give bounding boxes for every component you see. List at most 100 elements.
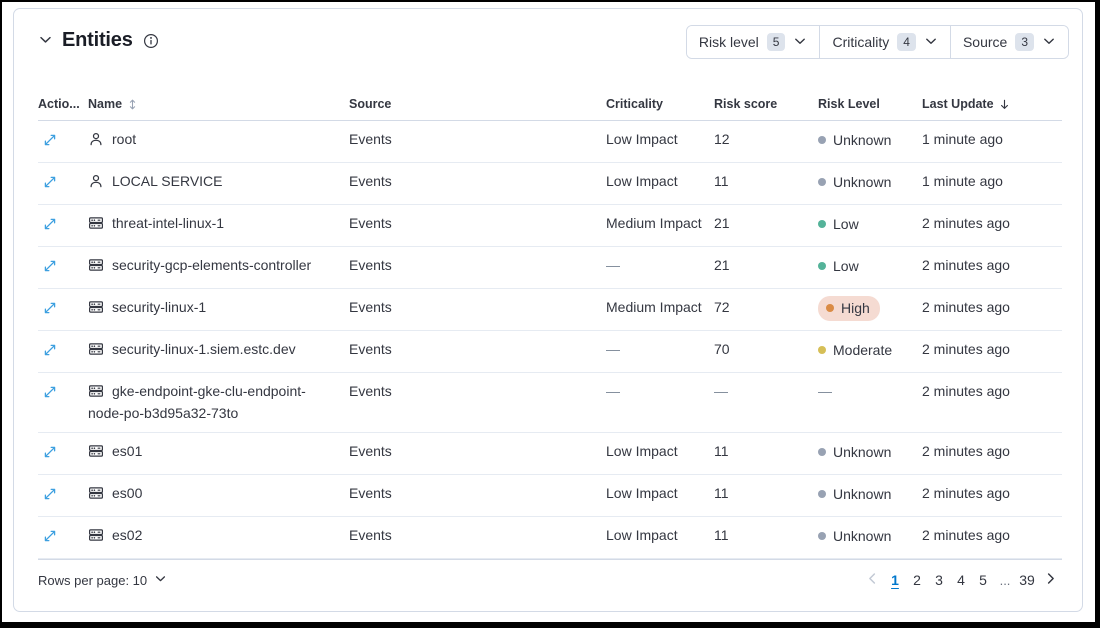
chevron-right-icon	[1043, 571, 1058, 589]
entity-criticality: Low Impact	[606, 443, 678, 459]
expand-entity-button[interactable]	[40, 484, 60, 507]
header-name[interactable]: Name	[88, 97, 349, 111]
risk-level-indicator: Unknown	[818, 131, 891, 150]
rows-per-page-button[interactable]: Rows per page: 10	[38, 572, 167, 588]
expand-entity-button[interactable]	[40, 214, 60, 237]
user-icon	[88, 131, 104, 152]
entity-last-update: 2 minutes ago	[922, 443, 1010, 459]
entity-source: Events	[349, 257, 392, 273]
entity-source: Events	[349, 299, 392, 315]
entity-criticality: —	[606, 383, 620, 399]
arrow-down-icon	[998, 98, 1011, 111]
expand-entity-button[interactable]	[40, 526, 60, 549]
entity-source: Events	[349, 383, 392, 399]
table-row: threat-intel-linux-1 Events Medium Impac…	[38, 205, 1062, 247]
entity-risk-score: 12	[714, 131, 730, 147]
table-row: security-linux-1.siem.estc.dev Events — …	[38, 331, 1062, 373]
page-number-4[interactable]: 4	[950, 568, 972, 592]
risk-dot	[818, 490, 826, 498]
panel-header: Entities Risk level 5 Criticality 4 Sou	[14, 9, 1082, 59]
header-actions: Actio...	[38, 97, 80, 111]
entity-risk-level: —	[818, 383, 832, 399]
entity-source: Events	[349, 131, 392, 147]
header-risk-level: Risk Level	[818, 97, 880, 111]
expand-entity-button[interactable]	[40, 382, 60, 405]
page-number-39[interactable]: 39	[1016, 568, 1038, 592]
expand-entity-button[interactable]	[40, 442, 60, 465]
page-number-2[interactable]: 2	[906, 568, 928, 592]
expand-icon	[42, 342, 58, 361]
risk-level-indicator: Low	[818, 257, 859, 276]
page-number-1[interactable]: 1	[884, 568, 906, 592]
entity-risk-score: —	[714, 383, 728, 399]
entity-name: security-linux-1.siem.estc.dev	[112, 341, 296, 357]
expand-icon	[42, 444, 58, 463]
filter-group: Risk level 5 Criticality 4 Source 3	[685, 25, 1069, 59]
risk-level-indicator: Moderate	[818, 341, 892, 360]
risk-level-indicator: Unknown	[818, 527, 891, 546]
risk-dot	[818, 346, 826, 354]
header-criticality: Criticality	[606, 97, 663, 111]
page-number-3[interactable]: 3	[928, 568, 950, 592]
entity-risk-score: 11	[714, 173, 729, 189]
entity-source: Events	[349, 485, 392, 501]
chevron-down-icon	[1042, 34, 1056, 51]
risk-dot	[818, 262, 826, 270]
table-row: security-gcp-elements-controller Events …	[38, 247, 1062, 289]
next-page-button[interactable]	[1038, 568, 1062, 592]
filter-criticality-button[interactable]: Criticality 4	[819, 26, 950, 58]
expand-icon	[42, 384, 58, 403]
header-risk-score: Risk score	[714, 97, 778, 111]
entity-last-update: 1 minute ago	[922, 173, 1003, 189]
risk-dot	[818, 448, 826, 456]
table-row: es01 Events Low Impact 11 Unknown 2 minu…	[38, 433, 1062, 475]
entity-name: es01	[112, 443, 143, 459]
filter-source-button[interactable]: Source 3	[949, 26, 1068, 58]
entity-source: Events	[349, 173, 392, 189]
expand-entity-button[interactable]	[40, 256, 60, 279]
risk-level-indicator: Low	[818, 215, 859, 234]
risk-dot	[818, 532, 826, 540]
table-row: security-linux-1 Events Medium Impact 72…	[38, 289, 1062, 331]
entity-risk-score: 72	[714, 299, 730, 315]
info-icon[interactable]	[143, 33, 159, 49]
entity-criticality: Low Impact	[606, 131, 678, 147]
host-icon	[88, 257, 104, 278]
entity-last-update: 2 minutes ago	[922, 341, 1010, 357]
chevron-down-icon	[154, 572, 167, 588]
entity-source: Events	[349, 341, 392, 357]
entity-criticality: Low Impact	[606, 527, 678, 543]
entity-name: security-gcp-elements-controller	[112, 257, 312, 273]
expand-icon	[42, 174, 58, 193]
expand-icon	[42, 132, 58, 151]
entity-name: LOCAL SERVICE	[112, 173, 223, 189]
risk-dot	[818, 136, 826, 144]
previous-page-button[interactable]	[860, 568, 884, 592]
risk-level-indicator: Unknown	[818, 443, 891, 462]
expand-entity-button[interactable]	[40, 340, 60, 363]
entity-risk-score: 11	[714, 443, 729, 459]
table-footer: Rows per page: 10 1 2 3 4 5 ... 39	[38, 559, 1062, 601]
entity-criticality: Medium Impact	[606, 299, 702, 315]
table-row: root Events Low Impact 12 Unknown 1 minu…	[38, 121, 1062, 163]
table-row: es00 Events Low Impact 11 Unknown 2 minu…	[38, 475, 1062, 517]
page-number-5[interactable]: 5	[972, 568, 994, 592]
entity-last-update: 1 minute ago	[922, 131, 1003, 147]
filter-count-badge: 4	[897, 33, 916, 51]
header-last-update[interactable]: Last Update	[922, 97, 1062, 111]
expand-entity-button[interactable]	[40, 298, 60, 321]
risk-dot	[818, 220, 826, 228]
filter-risk-level-button[interactable]: Risk level 5	[686, 26, 820, 58]
host-icon	[88, 485, 104, 506]
collapse-toggle-button[interactable]	[38, 32, 53, 50]
expand-entity-button[interactable]	[40, 172, 60, 195]
expand-icon	[42, 486, 58, 505]
entity-last-update: 2 minutes ago	[922, 485, 1010, 501]
entity-last-update: 2 minutes ago	[922, 527, 1010, 543]
entities-panel: Entities Risk level 5 Criticality 4 Sou	[13, 8, 1083, 612]
expand-entity-button[interactable]	[40, 130, 60, 153]
filter-label: Risk level	[698, 34, 759, 50]
pagination: 1 2 3 4 5 ... 39	[860, 568, 1062, 592]
entity-name: security-linux-1	[112, 299, 207, 315]
